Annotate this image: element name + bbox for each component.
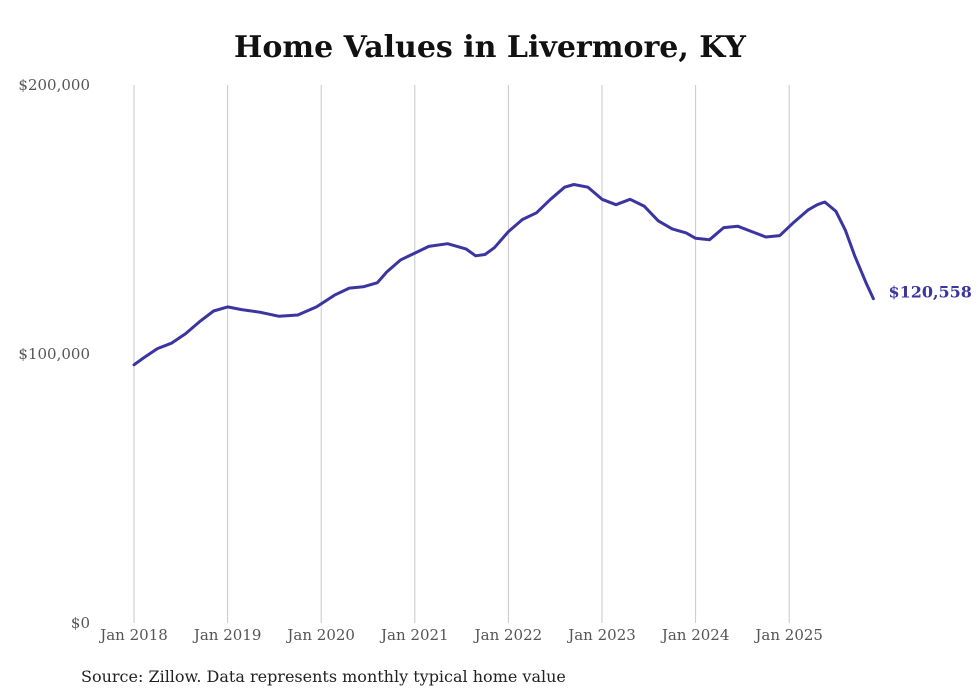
x-tick-label: Jan 2023: [566, 626, 636, 644]
y-axis: $0 $100,000 $200,000: [18, 76, 90, 632]
x-tick-label: Jan 2018: [98, 626, 168, 644]
end-value-label: $120,558: [888, 283, 972, 302]
x-tick-label: Jan 2025: [753, 626, 823, 644]
x-tick-label: Jan 2021: [379, 626, 449, 644]
chart-title: Home Values in Livermore, KY: [234, 30, 746, 65]
x-tick-label: Jan 2022: [473, 626, 543, 644]
x-axis: Jan 2018 Jan 2019 Jan 2020 Jan 2021 Jan 2022…: [98, 626, 823, 644]
y-tick-label: $100,000: [18, 345, 90, 363]
x-tick-label: Jan 2024: [660, 626, 730, 644]
grid-lines: [133, 85, 790, 623]
source-note: Source: Zillow. Data represents monthly …: [81, 667, 566, 686]
x-tick-label: Jan 2019: [192, 626, 262, 644]
series-line: [132, 183, 875, 367]
y-tick-label: $0: [71, 614, 90, 632]
x-tick-label: Jan 2020: [285, 626, 355, 644]
y-tick-label: $200,000: [18, 76, 90, 94]
series-layer: $120,558: [132, 183, 972, 367]
